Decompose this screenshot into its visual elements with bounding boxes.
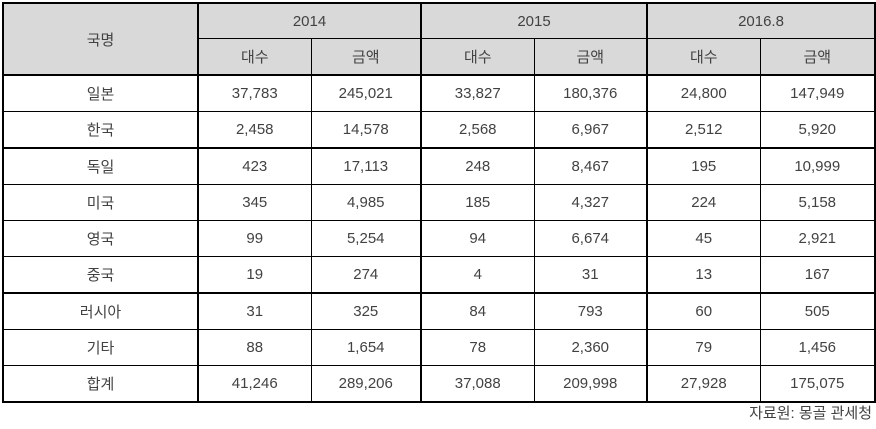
trade-table-container: 국명 2014 2015 2016.8 대수 금액 대수 금액 대수 금액 일본… [2, 2, 876, 403]
value-cell: 1,456 [759, 329, 876, 366]
country-cell: 미국 [2, 184, 199, 221]
country-cell: 독일 [2, 147, 199, 185]
country-cell: 중국 [2, 256, 199, 294]
column-header-units: 대수 [420, 38, 535, 76]
value-cell: 180,376 [533, 74, 648, 112]
value-cell: 245,021 [310, 74, 422, 112]
value-cell: 13 [646, 256, 761, 294]
value-cell: 17,113 [310, 147, 422, 185]
value-cell: 60 [646, 292, 761, 330]
value-cell: 5,920 [759, 111, 876, 149]
value-cell: 6,674 [533, 220, 648, 257]
country-cell: 영국 [2, 220, 199, 257]
value-cell: 14,578 [310, 111, 422, 149]
value-cell: 4,327 [533, 184, 648, 221]
value-cell: 505 [759, 292, 876, 330]
table-header: 국명 2014 2015 2016.8 대수 금액 대수 금액 대수 금액 [2, 2, 876, 76]
value-cell: 79 [646, 329, 761, 366]
value-cell: 185 [420, 184, 535, 221]
value-cell: 37,088 [420, 365, 535, 403]
value-cell: 1,654 [310, 329, 422, 366]
value-cell: 195 [646, 147, 761, 185]
column-header-amount: 금액 [310, 38, 422, 76]
value-cell: 45 [646, 220, 761, 257]
table-row: 미국 345 4,985 185 4,327 224 5,158 [2, 184, 876, 221]
trade-table: 국명 2014 2015 2016.8 대수 금액 대수 금액 대수 금액 일본… [2, 2, 876, 403]
value-cell: 10,999 [759, 147, 876, 185]
value-cell: 147,949 [759, 74, 876, 112]
value-cell: 2,458 [197, 111, 312, 149]
table-row: 독일 423 17,113 248 8,467 195 10,999 [2, 147, 876, 185]
value-cell: 224 [646, 184, 761, 221]
column-header-year-2016-8: 2016.8 [645, 2, 876, 39]
source-note: 자료원: 몽골 관세청 [749, 405, 872, 422]
country-cell: 기타 [2, 329, 199, 366]
table-body: 일본 37,783 245,021 33,827 180,376 24,800 147,94… [2, 74, 876, 403]
table-row: 중국 19 274 4 31 13 167 [2, 256, 876, 294]
value-cell: 325 [310, 292, 422, 330]
column-header-units: 대수 [646, 38, 761, 76]
value-cell: 793 [533, 292, 648, 330]
value-cell: 4,985 [310, 184, 422, 221]
country-cell: 한국 [2, 111, 199, 149]
value-cell: 6,967 [533, 111, 648, 149]
value-cell: 84 [420, 292, 535, 330]
value-cell: 4 [420, 256, 535, 294]
value-cell: 41,246 [197, 365, 312, 403]
table-row: 기타 88 1,654 78 2,360 79 1,456 [2, 329, 876, 366]
table-row: 합계 41,246 289,206 37,088 209,998 27,928 175,07… [2, 365, 876, 403]
column-header-country: 국명 [2, 2, 199, 76]
table-row: 한국 2,458 14,578 2,568 6,967 2,512 5,920 [2, 111, 876, 149]
column-header-units: 대수 [197, 38, 312, 76]
value-cell: 5,254 [310, 220, 422, 257]
value-cell: 175,075 [759, 365, 876, 403]
value-cell: 27,928 [646, 365, 761, 403]
value-cell: 88 [197, 329, 312, 366]
value-cell: 274 [310, 256, 422, 294]
value-cell: 33,827 [420, 74, 535, 112]
column-header-year-2014: 2014 [197, 2, 422, 39]
value-cell: 37,783 [197, 74, 312, 112]
value-cell: 5,158 [759, 184, 876, 221]
table-row: 러시아 31 325 84 793 60 505 [2, 292, 876, 330]
country-cell: 일본 [2, 74, 199, 112]
value-cell: 8,467 [533, 147, 648, 185]
value-cell: 78 [420, 329, 535, 366]
value-cell: 2,512 [646, 111, 761, 149]
value-cell: 248 [420, 147, 535, 185]
country-cell: 러시아 [2, 292, 199, 330]
value-cell: 2,360 [533, 329, 648, 366]
value-cell: 31 [533, 256, 648, 294]
value-cell: 31 [197, 292, 312, 330]
column-header-amount: 금액 [533, 38, 648, 76]
value-cell: 99 [197, 220, 312, 257]
table-row: 일본 37,783 245,021 33,827 180,376 24,800 147,94… [2, 74, 876, 112]
table-row: 영국 99 5,254 94 6,674 45 2,921 [2, 220, 876, 257]
value-cell: 423 [197, 147, 312, 185]
value-cell: 2,921 [759, 220, 876, 257]
value-cell: 289,206 [310, 365, 422, 403]
value-cell: 2,568 [420, 111, 535, 149]
value-cell: 209,998 [533, 365, 648, 403]
value-cell: 24,800 [646, 74, 761, 112]
column-header-year-2015: 2015 [420, 2, 648, 39]
value-cell: 19 [197, 256, 312, 294]
value-cell: 345 [197, 184, 312, 221]
value-cell: 94 [420, 220, 535, 257]
country-cell: 합계 [2, 365, 199, 403]
value-cell: 167 [759, 256, 876, 294]
column-header-amount: 금액 [759, 38, 876, 76]
